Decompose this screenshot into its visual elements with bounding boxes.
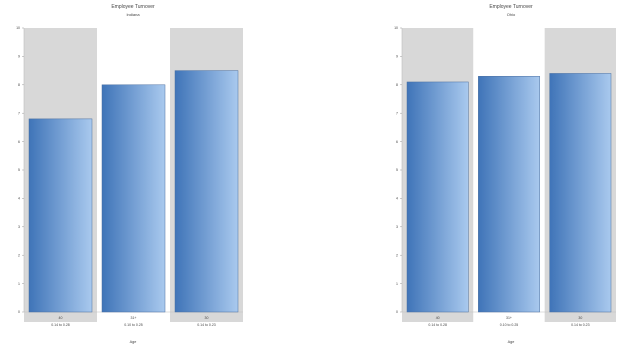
chart-title: Employee Turnover bbox=[111, 4, 155, 10]
y-tick-label: 2 bbox=[396, 253, 398, 257]
y-tick-label: 7 bbox=[396, 111, 398, 115]
bar bbox=[478, 76, 540, 313]
bar bbox=[549, 73, 612, 313]
y-tick-label: 6 bbox=[396, 140, 398, 144]
y-tick-label: 0 bbox=[396, 310, 398, 314]
chart-title: Employee Turnover bbox=[489, 4, 533, 10]
y-tick-label: 4 bbox=[18, 197, 20, 201]
y-tick-label: 9 bbox=[18, 55, 20, 59]
x-axis-label: Age bbox=[508, 340, 515, 344]
x-tick-sublabel: 0.14 to 0.28 bbox=[51, 323, 70, 327]
chart-right: Employee Turnover Ohio 0 1 2 3 4 5 6 7 8 9 10 40 0.14 … bbox=[394, 4, 616, 344]
y-tick-label: 5 bbox=[396, 168, 398, 172]
x-tick-label: 40 bbox=[436, 316, 440, 320]
x-tick-sublabel: 0.14 to 0.28 bbox=[428, 323, 447, 327]
y-tick-label: 7 bbox=[18, 111, 20, 115]
bar bbox=[101, 84, 166, 313]
y-tick-label: 2 bbox=[18, 253, 20, 257]
x-tick-sublabel: 0.10 to 0.25 bbox=[124, 323, 143, 327]
y-tick-label: 3 bbox=[396, 225, 398, 229]
y-tick-label: 5 bbox=[18, 168, 20, 172]
y-tick-label: 1 bbox=[18, 282, 20, 286]
x-tick-label: 31+ bbox=[131, 316, 137, 320]
y-tick-label: 8 bbox=[396, 83, 398, 87]
y-tick-label: 3 bbox=[18, 225, 20, 229]
y-tick-label: 1 bbox=[396, 282, 398, 286]
chart-panel-right: Employee Turnover Ohio 0 1 2 3 4 5 6 7 8 9 10 40 0.14 … bbox=[378, 0, 617, 351]
y-tick-label: 10 bbox=[16, 26, 20, 30]
x-tick-sublabel: 0.10 to 0.25 bbox=[500, 323, 519, 327]
x-tick-sublabel: 0.14 to 0.23 bbox=[197, 323, 216, 327]
bar bbox=[174, 70, 239, 313]
chart-subtitle: Indiana bbox=[126, 12, 140, 17]
x-tick-label: 30 bbox=[578, 316, 582, 320]
y-tick-label: 0 bbox=[18, 310, 20, 314]
x-tick-sublabel: 0.14 to 0.23 bbox=[571, 323, 590, 327]
x-axis-label: Age bbox=[130, 340, 137, 344]
chart-subtitle: Ohio bbox=[507, 12, 516, 17]
chart-panel-left: Employee Turnover Indiana 0 1 2 3 4 5 6 7 8 9 10 40 0.… bbox=[0, 0, 250, 351]
y-tick-label: 9 bbox=[396, 55, 398, 59]
chart-left: Employee Turnover Indiana 0 1 2 3 4 5 6 7 8 9 10 40 0.… bbox=[16, 4, 243, 344]
x-tick-label: 40 bbox=[59, 316, 63, 320]
bar bbox=[406, 81, 469, 313]
y-tick-label: 8 bbox=[18, 83, 20, 87]
x-tick-label: 31+ bbox=[506, 316, 512, 320]
x-tick-label: 30 bbox=[205, 316, 209, 320]
y-tick-label: 6 bbox=[18, 140, 20, 144]
y-tick-label: 4 bbox=[396, 197, 398, 201]
y-tick-label: 10 bbox=[394, 26, 398, 30]
bar bbox=[28, 118, 93, 313]
